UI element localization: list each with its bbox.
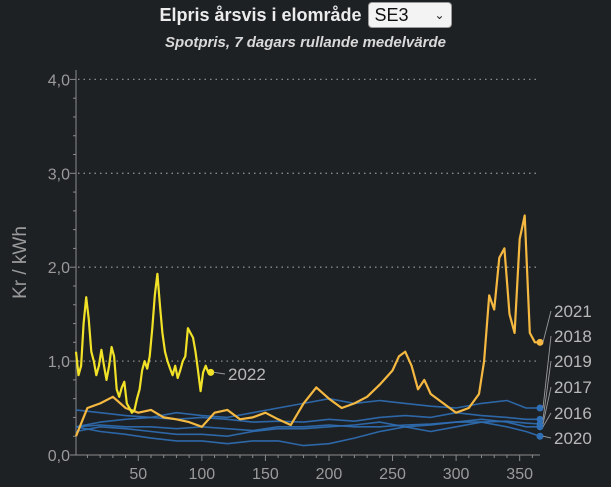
- y-tick-label-3: 3,0: [48, 166, 70, 183]
- x-tick-label-1: 100: [189, 466, 216, 483]
- x-tick-label-5: 300: [443, 466, 470, 483]
- x-tick-label-3: 200: [316, 466, 343, 483]
- chart-subtitle: Spotpris, 7 dagars rullande medelvärde: [165, 34, 446, 51]
- x-tick-label-0: 50: [129, 466, 147, 483]
- x-tick-label-4: 250: [379, 466, 406, 483]
- series-line-2018: [75, 397, 540, 428]
- region-select[interactable]: SE3 ⌄: [367, 2, 452, 28]
- label-connector-2021: [542, 310, 552, 343]
- series-line-2020: [75, 421, 541, 447]
- series-label-2020: 2020: [554, 429, 592, 448]
- series-line-2017: [75, 420, 541, 432]
- region-select-value: SE3: [374, 4, 409, 25]
- series-label-2019: 2019: [554, 352, 592, 371]
- label-connector-2020: [542, 435, 552, 439]
- chart-header: Elpris årsvis i elområde SE3 ⌄: [0, 2, 611, 28]
- series-end-point-2020: [536, 432, 544, 440]
- x-tick-label-2: 150: [252, 466, 279, 483]
- y-tick-label-2: 2,0: [48, 260, 70, 277]
- y-tick-label-0: 0,0: [48, 448, 70, 465]
- y-tick-label-1: 1,0: [48, 354, 70, 371]
- series-label-2021: 2021: [554, 302, 592, 321]
- label-connector-2017: [542, 386, 552, 425]
- label-connector-2022: [213, 371, 226, 375]
- series-end-point-2019: [536, 415, 544, 423]
- series-label-2017: 2017: [554, 378, 592, 397]
- series-line-2016: [75, 418, 540, 437]
- series-end-point-2022: [207, 368, 215, 376]
- chart-title: Elpris årsvis i elområde: [159, 4, 362, 25]
- series-end-point-2021: [536, 338, 544, 346]
- series-label-2016: 2016: [554, 404, 592, 423]
- label-connector-2019: [542, 360, 552, 420]
- series-label-2022: 2022: [228, 365, 266, 384]
- y-tick-label-4: 4,0: [48, 72, 70, 89]
- label-connector-2016: [542, 412, 552, 428]
- x-tick-label-6: 350: [506, 466, 533, 483]
- series-line-2021: [74, 214, 540, 437]
- series-line-2019: [75, 409, 540, 423]
- label-connector-2018: [542, 335, 552, 409]
- series-end-point-2018: [536, 404, 544, 412]
- series-label-2018: 2018: [554, 327, 592, 346]
- series-line-2022: [74, 272, 211, 414]
- y-axis-label: Kr / kWh: [10, 226, 31, 299]
- chevron-down-icon: ⌄: [434, 8, 445, 22]
